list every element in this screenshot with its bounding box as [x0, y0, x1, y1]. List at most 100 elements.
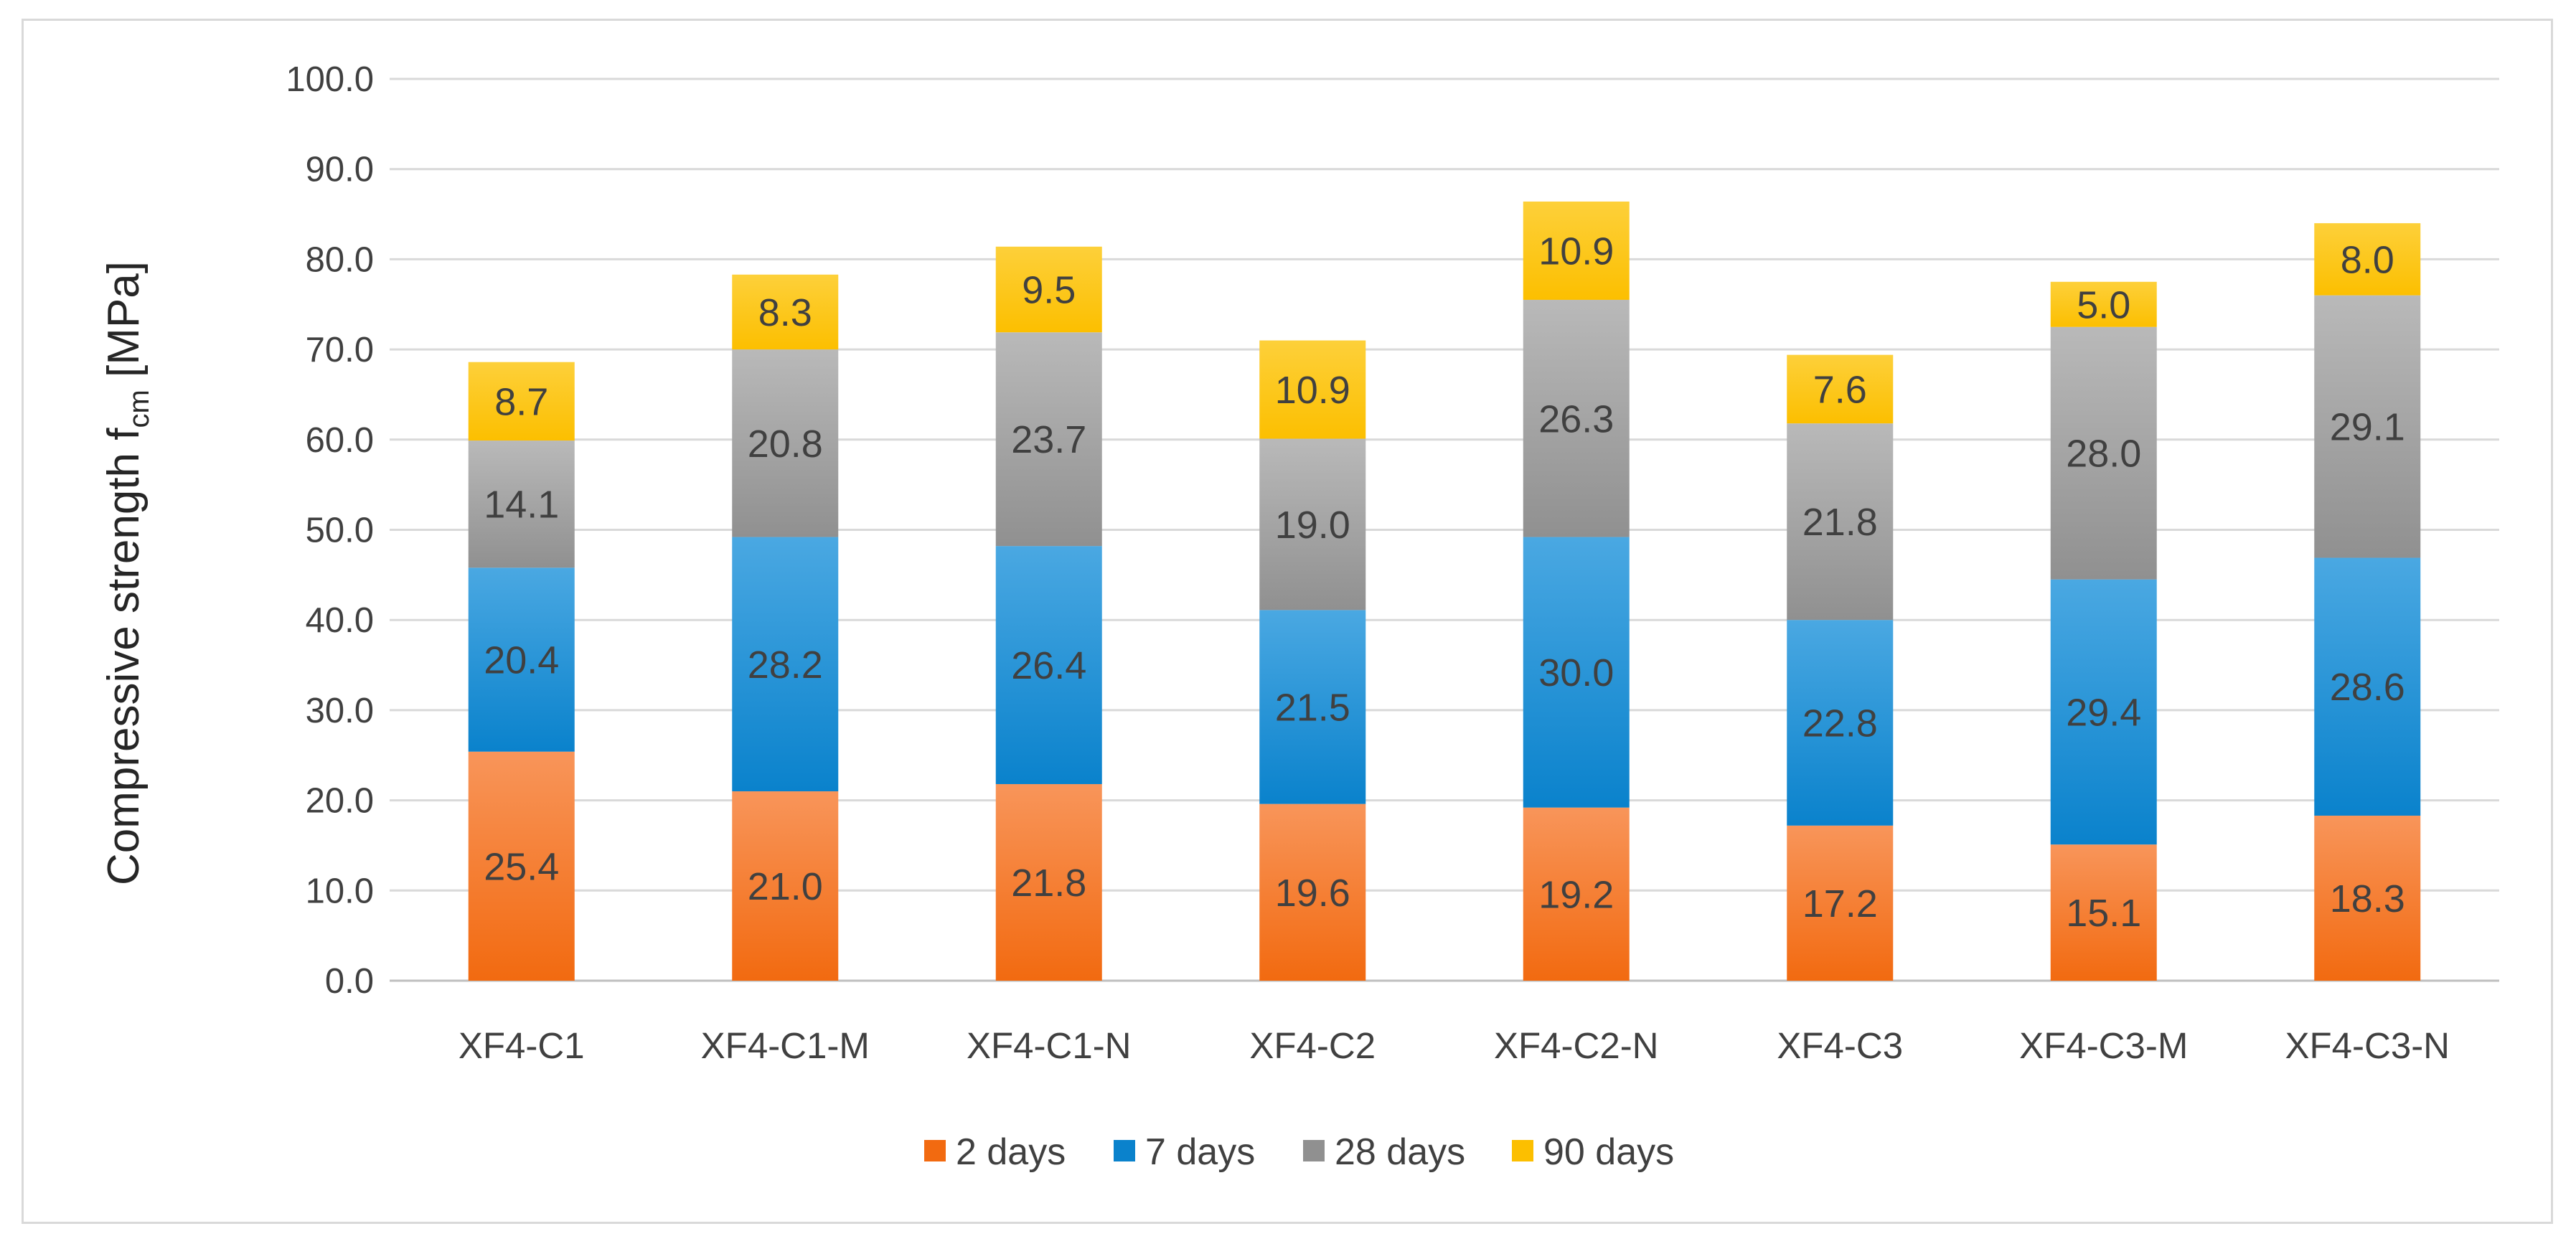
data-label: 9.5	[1022, 269, 1076, 312]
bar-segment-28-days	[468, 440, 575, 568]
x-category-label: XF4-C1-M	[701, 1025, 870, 1066]
legend-swatch	[1303, 1140, 1325, 1161]
bar-segment-90-days	[1787, 354, 1894, 424]
data-label: 22.8	[1802, 702, 1878, 745]
bar-segment-2-days	[732, 791, 839, 981]
bar-segment-2-days	[1523, 807, 1630, 981]
bar-segment-28-days	[2314, 295, 2421, 558]
data-label: 21.8	[1011, 862, 1086, 905]
data-label: 28.0	[2066, 433, 2141, 476]
y-axis-ticks: 0.0 10.0 20.0 30.0 40.0 50.0 60.0 70.0 80.0 90.0 1…	[286, 60, 374, 1001]
bar-segment-28-days	[1259, 438, 1366, 611]
bar-segment-90-days	[1523, 201, 1630, 300]
y-tick-label: 10.0	[306, 872, 374, 910]
data-label: 19.6	[1275, 872, 1350, 915]
legend-swatch	[924, 1140, 946, 1161]
legend: 2 days 7 days 28 days 90 days	[924, 1131, 1674, 1173]
y-tick-label: 90.0	[306, 151, 374, 189]
x-axis-categories: XF4-C1 XF4-C1-M XF4-C1-N XF4-C2 XF4-C2-N XF4-…	[459, 1025, 2450, 1066]
legend-label: 7 days	[1145, 1131, 1255, 1173]
bar-segment-7-days	[1259, 610, 1366, 804]
bar-segment-28-days	[1523, 299, 1630, 537]
legend-item: 2 days	[924, 1131, 1066, 1173]
data-label: 8.3	[758, 291, 812, 334]
bar-segment-28-days	[732, 349, 839, 537]
data-label: 18.3	[2330, 877, 2405, 920]
svg-text:Compressive strength fcm [MPa]: Compressive strength fcm [MPa]	[99, 261, 155, 885]
bar-segment-28-days	[995, 332, 1102, 547]
bar-segment-90-days	[2314, 223, 2421, 296]
x-category-label: XF4-C2	[1249, 1025, 1376, 1066]
legend-item: 28 days	[1303, 1131, 1465, 1173]
bar-segment-2-days	[2050, 844, 2157, 981]
y-tick-label: 20.0	[306, 782, 374, 821]
bar-segment-7-days	[1523, 537, 1630, 808]
bar-segment-7-days	[2050, 579, 2157, 845]
data-label: 29.4	[2066, 691, 2141, 734]
bar-segment-7-days	[1787, 620, 1894, 826]
bar-segment-2-days	[2314, 815, 2421, 981]
bars: 25.4 20.4 14.1 8.7 21.0 28.2 20.8 8.3 21.8 26.4 23…	[468, 201, 2421, 981]
bar-segment-2-days	[1787, 825, 1894, 981]
y-axis-label-unit: [MPa]	[99, 261, 149, 390]
y-tick-label: 0.0	[325, 962, 374, 1001]
x-category-label: XF4-C1-N	[967, 1025, 1132, 1066]
y-axis-label-text: Compressive strength f	[99, 428, 149, 885]
data-label: 21.0	[748, 865, 823, 908]
bar-segment-2-days	[1259, 803, 1366, 981]
data-label: 10.9	[1275, 369, 1350, 412]
y-axis-label: Compressive strength fcm [MPa]	[99, 261, 155, 885]
data-label: 21.8	[1802, 501, 1878, 544]
data-label: 8.7	[494, 380, 548, 423]
bar-segment-2-days	[995, 783, 1102, 981]
data-label: 20.4	[484, 639, 559, 682]
bar-segment-7-days	[732, 537, 839, 792]
data-label: 23.7	[1011, 418, 1086, 461]
legend-swatch	[1114, 1140, 1135, 1161]
stacked-bar-chart: 0.0 10.0 20.0 30.0 40.0 50.0 60.0 70.0 80.0 90.0 1…	[99, 60, 2499, 1173]
data-label: 30.0	[1538, 651, 1614, 694]
data-label: 7.6	[1813, 368, 1867, 411]
x-category-label: XF4-C3-N	[2285, 1025, 2450, 1066]
bar-segment-90-days	[732, 274, 839, 350]
bar-segment-28-days	[2050, 326, 2157, 580]
data-label: 20.8	[748, 423, 823, 466]
legend-label: 28 days	[1335, 1131, 1465, 1173]
legend-item: 90 days	[1512, 1131, 1674, 1173]
y-tick-label: 30.0	[306, 692, 374, 730]
bar-segment-90-days	[2050, 281, 2157, 327]
legend-item: 7 days	[1114, 1131, 1255, 1173]
gridlines	[390, 77, 2499, 982]
x-category-label: XF4-C2-N	[1494, 1025, 1659, 1066]
bar-segment-2-days	[468, 751, 575, 981]
data-label: 28.2	[748, 644, 823, 687]
legend-swatch	[1512, 1140, 1533, 1161]
data-label: 14.1	[484, 484, 559, 527]
bar-segment-28-days	[1787, 423, 1894, 621]
data-label: 8.0	[2341, 238, 2394, 281]
bar-segment-7-days	[995, 546, 1102, 784]
data-label: 10.9	[1538, 230, 1614, 273]
bar-segment-90-days	[995, 246, 1102, 333]
data-label: 28.6	[2330, 666, 2405, 709]
bar-segment-7-days	[468, 567, 575, 752]
y-tick-label: 40.0	[306, 601, 374, 640]
y-tick-label: 70.0	[306, 331, 374, 369]
chart-frame: 0.0 10.0 20.0 30.0 40.0 50.0 60.0 70.0 80.0 90.0 1…	[22, 19, 2553, 1224]
data-label: 19.0	[1275, 504, 1350, 547]
bar-segment-90-days	[468, 362, 575, 441]
data-label: 15.1	[2066, 892, 2141, 935]
data-label: 26.3	[1538, 397, 1614, 440]
data-label: 25.4	[484, 845, 559, 888]
data-label: 17.2	[1802, 882, 1878, 925]
data-label: 29.1	[2330, 406, 2405, 449]
y-tick-label: 100.0	[286, 60, 374, 99]
data-label: 21.5	[1275, 687, 1350, 730]
y-tick-label: 50.0	[306, 512, 374, 550]
x-category-label: XF4-C1	[459, 1025, 585, 1066]
y-tick-label: 60.0	[306, 421, 374, 460]
data-label: 26.4	[1011, 644, 1086, 687]
data-label: 19.2	[1538, 873, 1614, 916]
y-tick-label: 80.0	[306, 240, 374, 279]
x-category-label: XF4-C3-M	[2019, 1025, 2188, 1066]
